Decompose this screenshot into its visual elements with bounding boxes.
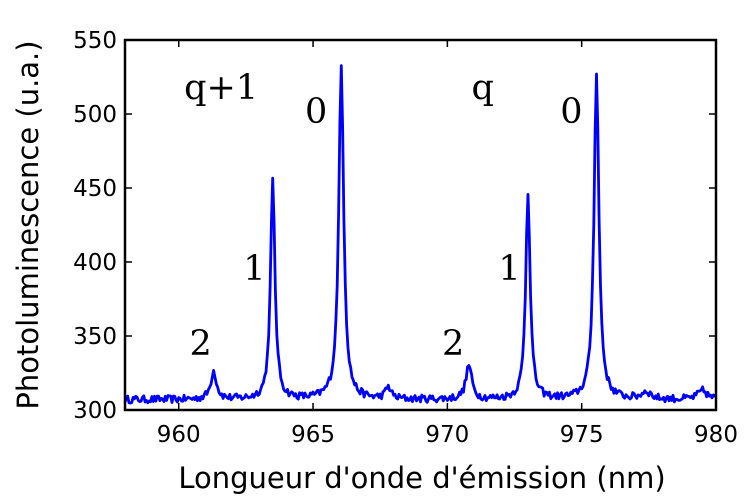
peak-annotation: 0	[560, 92, 582, 132]
axis-ticks: 960 965 970 975 980 300 350 400 450 500 550	[73, 28, 738, 448]
peak-annotation: 2	[189, 324, 211, 364]
x-tick-label: 965	[291, 422, 335, 448]
y-tick-label: 350	[73, 324, 117, 350]
y-tick-label: 400	[73, 250, 117, 276]
y-axis-title: Photoluminescence (u.a.)	[11, 40, 45, 409]
y-tick-label: 450	[73, 176, 117, 202]
x-tick-label: 975	[560, 422, 604, 448]
y-tick-label: 500	[73, 102, 117, 128]
peak-annotation: q+1	[184, 68, 258, 108]
x-axis-title: Longueur d'onde d'émission (nm)	[178, 461, 665, 495]
y-tick-label: 550	[73, 28, 117, 54]
x-tick-label: 970	[425, 422, 469, 448]
y-tick-label: 300	[73, 398, 117, 424]
plot-frame	[123, 38, 718, 412]
x-tick-label: 960	[157, 422, 201, 448]
peak-annotation: 1	[243, 249, 265, 289]
peak-annotation: 0	[305, 92, 327, 132]
peak-annotation: q	[472, 68, 494, 108]
peak-annotation: 1	[498, 249, 520, 289]
spectrum-line	[123, 64, 717, 405]
peak-annotation: 2	[442, 324, 464, 364]
plot-area	[123, 64, 717, 405]
x-tick-label: 980	[694, 422, 738, 448]
